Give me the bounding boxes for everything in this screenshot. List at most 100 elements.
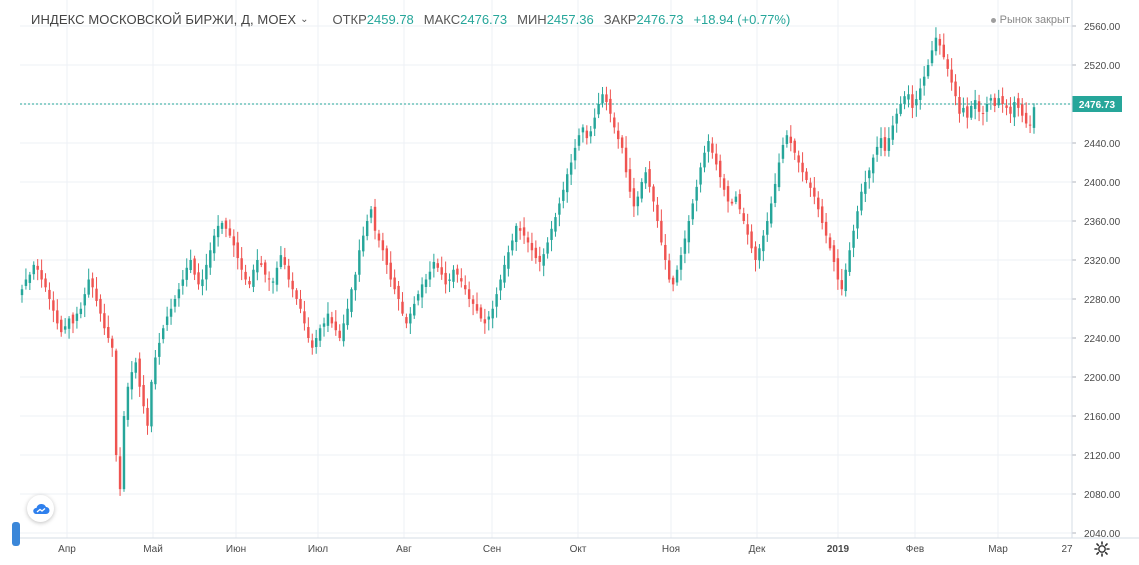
candle-body bbox=[252, 269, 255, 287]
candle-body bbox=[393, 277, 396, 290]
candle-body bbox=[970, 105, 973, 118]
candle-body bbox=[236, 242, 239, 259]
candle-body bbox=[479, 307, 483, 319]
candle-body bbox=[789, 136, 793, 143]
candle-body bbox=[40, 270, 43, 280]
candle-body bbox=[291, 280, 294, 290]
candle-body bbox=[122, 416, 126, 490]
candle-body bbox=[420, 284, 424, 298]
left-panel-tab[interactable] bbox=[12, 522, 20, 546]
candle-body bbox=[177, 289, 181, 299]
candle-body bbox=[205, 264, 208, 280]
candle-body bbox=[879, 138, 883, 148]
candle-body bbox=[664, 244, 667, 260]
cloud-logo-svg bbox=[32, 503, 49, 514]
candle-body bbox=[44, 278, 47, 288]
candle-body bbox=[624, 147, 628, 173]
candle-body bbox=[636, 196, 640, 207]
candle-body bbox=[824, 221, 828, 236]
candle-body bbox=[436, 263, 439, 268]
candle-body bbox=[844, 269, 847, 292]
candle-body bbox=[656, 204, 659, 221]
candle-body bbox=[342, 323, 345, 342]
candle-body bbox=[993, 97, 996, 106]
candle-body bbox=[158, 342, 161, 357]
candle-body bbox=[648, 169, 651, 187]
candle-body bbox=[715, 153, 718, 165]
candle-body bbox=[813, 187, 816, 197]
x-axis[interactable]: Апр Май Июн Июл Авг Сен Окт Ноя Дек 2019 Фев Мар 27 bbox=[58, 544, 1073, 555]
x-tick-label: Окт bbox=[570, 544, 587, 555]
candle-body bbox=[711, 143, 714, 153]
candle-body bbox=[946, 59, 949, 69]
x-tick-label: Фев bbox=[906, 544, 924, 555]
candle-body bbox=[985, 104, 989, 112]
candle-body bbox=[138, 358, 141, 387]
candle-body bbox=[467, 289, 471, 299]
y-tick-label: 2440.00 bbox=[1084, 139, 1121, 150]
candle-body bbox=[1013, 102, 1016, 118]
candle-body bbox=[448, 279, 451, 281]
candle-body bbox=[52, 300, 55, 311]
candle-body bbox=[495, 294, 498, 307]
candle-body bbox=[746, 224, 749, 235]
candle-body bbox=[758, 248, 761, 261]
candle-body bbox=[475, 304, 479, 311]
x-tick-label: Июл bbox=[308, 544, 328, 555]
candle-body bbox=[275, 267, 279, 285]
candle-body bbox=[605, 94, 608, 103]
candle-body bbox=[907, 94, 910, 100]
candle-body bbox=[640, 182, 643, 199]
candle-body bbox=[338, 330, 341, 338]
candle-body bbox=[334, 321, 338, 331]
candle-body bbox=[950, 69, 953, 83]
candle-body bbox=[405, 317, 408, 324]
candle-body bbox=[554, 217, 557, 232]
candle-body bbox=[271, 281, 275, 283]
candle-body bbox=[707, 141, 710, 152]
candle-body bbox=[67, 318, 71, 329]
candle-body bbox=[142, 385, 145, 407]
candle-body bbox=[228, 228, 232, 236]
candle-body bbox=[734, 196, 738, 202]
candle-body bbox=[150, 381, 153, 427]
candle-body bbox=[738, 194, 742, 210]
candle-body bbox=[981, 113, 985, 115]
candle-body bbox=[499, 279, 502, 291]
candle-body bbox=[891, 125, 895, 140]
candle-body bbox=[962, 107, 965, 113]
candle-body bbox=[83, 294, 86, 306]
low-value: 2457.36 bbox=[546, 12, 594, 27]
candle-body bbox=[593, 117, 596, 129]
legend-bar: ИНДЕКС МОСКОВСКОЙ БИРЖИ, Д, MOEX ⌄ ОТКР … bbox=[31, 12, 790, 27]
cloud-logo-icon[interactable] bbox=[27, 495, 54, 522]
candle-body bbox=[91, 278, 94, 288]
gear-icon[interactable] bbox=[1094, 541, 1110, 557]
x-tick-label: Мар bbox=[988, 544, 1008, 555]
candle-body bbox=[926, 65, 930, 77]
candle-body bbox=[169, 308, 173, 317]
candle-body bbox=[432, 261, 436, 269]
candle-body bbox=[558, 203, 561, 215]
candle-body bbox=[703, 152, 706, 168]
price-label-tag: 2476.73 bbox=[1072, 96, 1122, 112]
candle-body bbox=[628, 169, 632, 192]
candle-body bbox=[997, 98, 1000, 106]
candle-body bbox=[201, 279, 204, 287]
candle-body bbox=[99, 298, 102, 314]
candle-body bbox=[679, 255, 683, 270]
chevron-down-icon[interactable]: ⌄ bbox=[300, 14, 309, 25]
candle-body bbox=[522, 227, 526, 236]
candle-body bbox=[256, 260, 259, 273]
x-tick-label: Ноя bbox=[662, 544, 680, 555]
y-tick-label: 2080.00 bbox=[1084, 490, 1121, 501]
candle-body bbox=[377, 233, 381, 241]
y-tick-label: 2520.00 bbox=[1084, 61, 1121, 72]
candle-body bbox=[875, 146, 879, 155]
candle-body bbox=[216, 225, 220, 238]
candle-body bbox=[165, 316, 169, 325]
symbol-title[interactable]: ИНДЕКС МОСКОВСКОЙ БИРЖИ, Д, MOEX bbox=[31, 12, 297, 27]
x-tick-label: Дек bbox=[749, 544, 766, 555]
candle-body bbox=[483, 319, 487, 324]
